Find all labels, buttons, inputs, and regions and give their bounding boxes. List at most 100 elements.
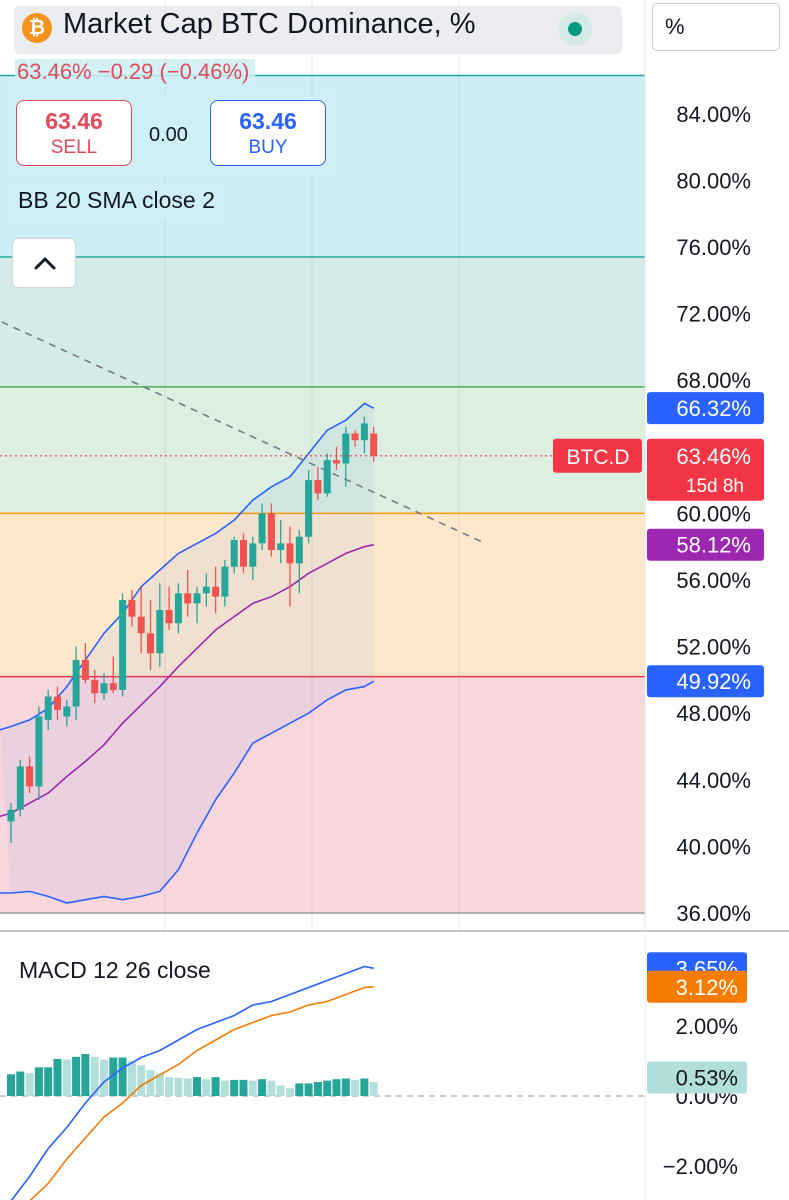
histogram-bar bbox=[351, 1079, 360, 1096]
histogram-bar bbox=[202, 1079, 211, 1096]
candle bbox=[202, 586, 210, 594]
candle bbox=[81, 659, 89, 680]
candle bbox=[221, 566, 229, 597]
y-tick-label: 52.00% bbox=[676, 635, 751, 660]
bollinger-basis-line bbox=[0, 543, 374, 818]
histogram-bar bbox=[137, 1065, 146, 1096]
symbol-header bbox=[14, 6, 622, 54]
histogram-bar bbox=[118, 1057, 127, 1096]
buy-price: 63.46 bbox=[239, 108, 297, 134]
histogram-bar bbox=[258, 1079, 267, 1096]
histogram-bar bbox=[7, 1074, 15, 1096]
macd-price-label bbox=[647, 1061, 747, 1094]
symbol-tag bbox=[553, 438, 642, 473]
trendline bbox=[1, 321, 486, 545]
histogram-bar bbox=[332, 1079, 341, 1096]
candle bbox=[277, 543, 285, 551]
candle bbox=[165, 609, 173, 624]
histogram-bar bbox=[360, 1078, 369, 1096]
macd-tick-label: −2.00% bbox=[663, 1154, 738, 1179]
candle bbox=[26, 766, 34, 787]
candle bbox=[128, 599, 136, 617]
histogram-bar bbox=[155, 1073, 164, 1096]
y-tick-label: 48.00% bbox=[676, 701, 751, 726]
y-tick-label: 60.00% bbox=[676, 501, 751, 526]
sell-label: SELL bbox=[50, 137, 98, 158]
candle bbox=[156, 609, 164, 654]
y-tick-label: 44.00% bbox=[676, 768, 751, 793]
bollinger-legend[interactable]: BB 20 SMA close 2 bbox=[12, 184, 223, 219]
y-tick-label: 80.00% bbox=[676, 168, 751, 193]
candle bbox=[360, 423, 368, 441]
candle bbox=[44, 696, 52, 720]
candle bbox=[314, 480, 322, 494]
histogram-bar bbox=[165, 1077, 174, 1096]
candle bbox=[305, 480, 313, 537]
histogram-bar bbox=[248, 1080, 257, 1096]
candle bbox=[16, 766, 24, 810]
candle bbox=[7, 809, 15, 822]
histogram-bar bbox=[146, 1070, 155, 1096]
price-label-text: 58.12% bbox=[676, 533, 751, 558]
histogram-bar bbox=[211, 1077, 220, 1096]
zone-green bbox=[0, 386, 645, 514]
sell-price: 63.46 bbox=[45, 108, 103, 134]
price-label-text: 49.92% bbox=[676, 669, 751, 694]
candle bbox=[323, 460, 331, 494]
candle bbox=[342, 433, 350, 464]
candle bbox=[370, 433, 378, 456]
unit-selector[interactable]: % bbox=[652, 3, 780, 51]
price-change: 63.46% −0.29 (−0.46%) bbox=[15, 59, 256, 87]
collapse-legend-button[interactable] bbox=[12, 238, 76, 288]
y-tick-label: 76.00% bbox=[676, 235, 751, 260]
histogram-bar bbox=[341, 1078, 350, 1096]
macd-tick-label: 2.00% bbox=[676, 1014, 738, 1039]
candle bbox=[147, 633, 154, 654]
histogram-bar bbox=[220, 1080, 229, 1096]
candle bbox=[351, 433, 359, 441]
candle bbox=[212, 586, 220, 597]
histogram-bar bbox=[369, 1082, 378, 1096]
histogram-bar bbox=[304, 1083, 313, 1096]
buy-label: BUY bbox=[248, 137, 288, 158]
candle bbox=[193, 593, 201, 604]
y-tick-label: 56.00% bbox=[676, 568, 751, 593]
candle bbox=[100, 683, 108, 694]
candle bbox=[258, 513, 266, 544]
candle bbox=[295, 536, 303, 564]
buy-button[interactable]: 63.46 BUY bbox=[210, 100, 326, 166]
histogram-bar bbox=[53, 1058, 62, 1096]
histogram-bar bbox=[34, 1067, 43, 1096]
candle bbox=[249, 543, 257, 567]
histogram-bar bbox=[313, 1082, 322, 1096]
symbol-tag-text: BTC.D bbox=[567, 446, 630, 469]
candle bbox=[119, 599, 127, 690]
signal-line bbox=[29, 986, 374, 1200]
price-label-text: 63.46% bbox=[676, 444, 751, 469]
spread-value: 0.00 bbox=[149, 124, 188, 146]
histogram-bar bbox=[25, 1072, 34, 1096]
histogram-bar bbox=[81, 1054, 90, 1096]
symbol-title[interactable]: Market Cap BTC Dominance, % bbox=[63, 8, 476, 40]
histogram-bar bbox=[267, 1080, 276, 1096]
candle bbox=[35, 716, 43, 787]
candle bbox=[91, 679, 99, 694]
candle bbox=[184, 593, 192, 604]
sell-button[interactable]: 63.46 SELL bbox=[16, 100, 132, 166]
zone-red bbox=[0, 676, 645, 913]
macd-price-label-text: 3.12% bbox=[676, 975, 738, 1000]
market-status-icon[interactable] bbox=[558, 12, 592, 46]
histogram-bar bbox=[62, 1059, 71, 1096]
histogram-bar bbox=[239, 1079, 248, 1096]
candle bbox=[72, 659, 80, 707]
zone-orange bbox=[0, 513, 645, 677]
candle bbox=[230, 540, 238, 567]
y-tick-label: 68.00% bbox=[676, 368, 751, 393]
y-tick-label: 40.00% bbox=[676, 834, 751, 859]
price-label bbox=[647, 665, 764, 698]
macd-line bbox=[10, 965, 374, 1200]
price-label-text: 66.32% bbox=[676, 396, 751, 421]
bollinger-lower-line bbox=[0, 680, 375, 904]
macd-legend[interactable]: MACD 12 26 close bbox=[19, 957, 211, 983]
